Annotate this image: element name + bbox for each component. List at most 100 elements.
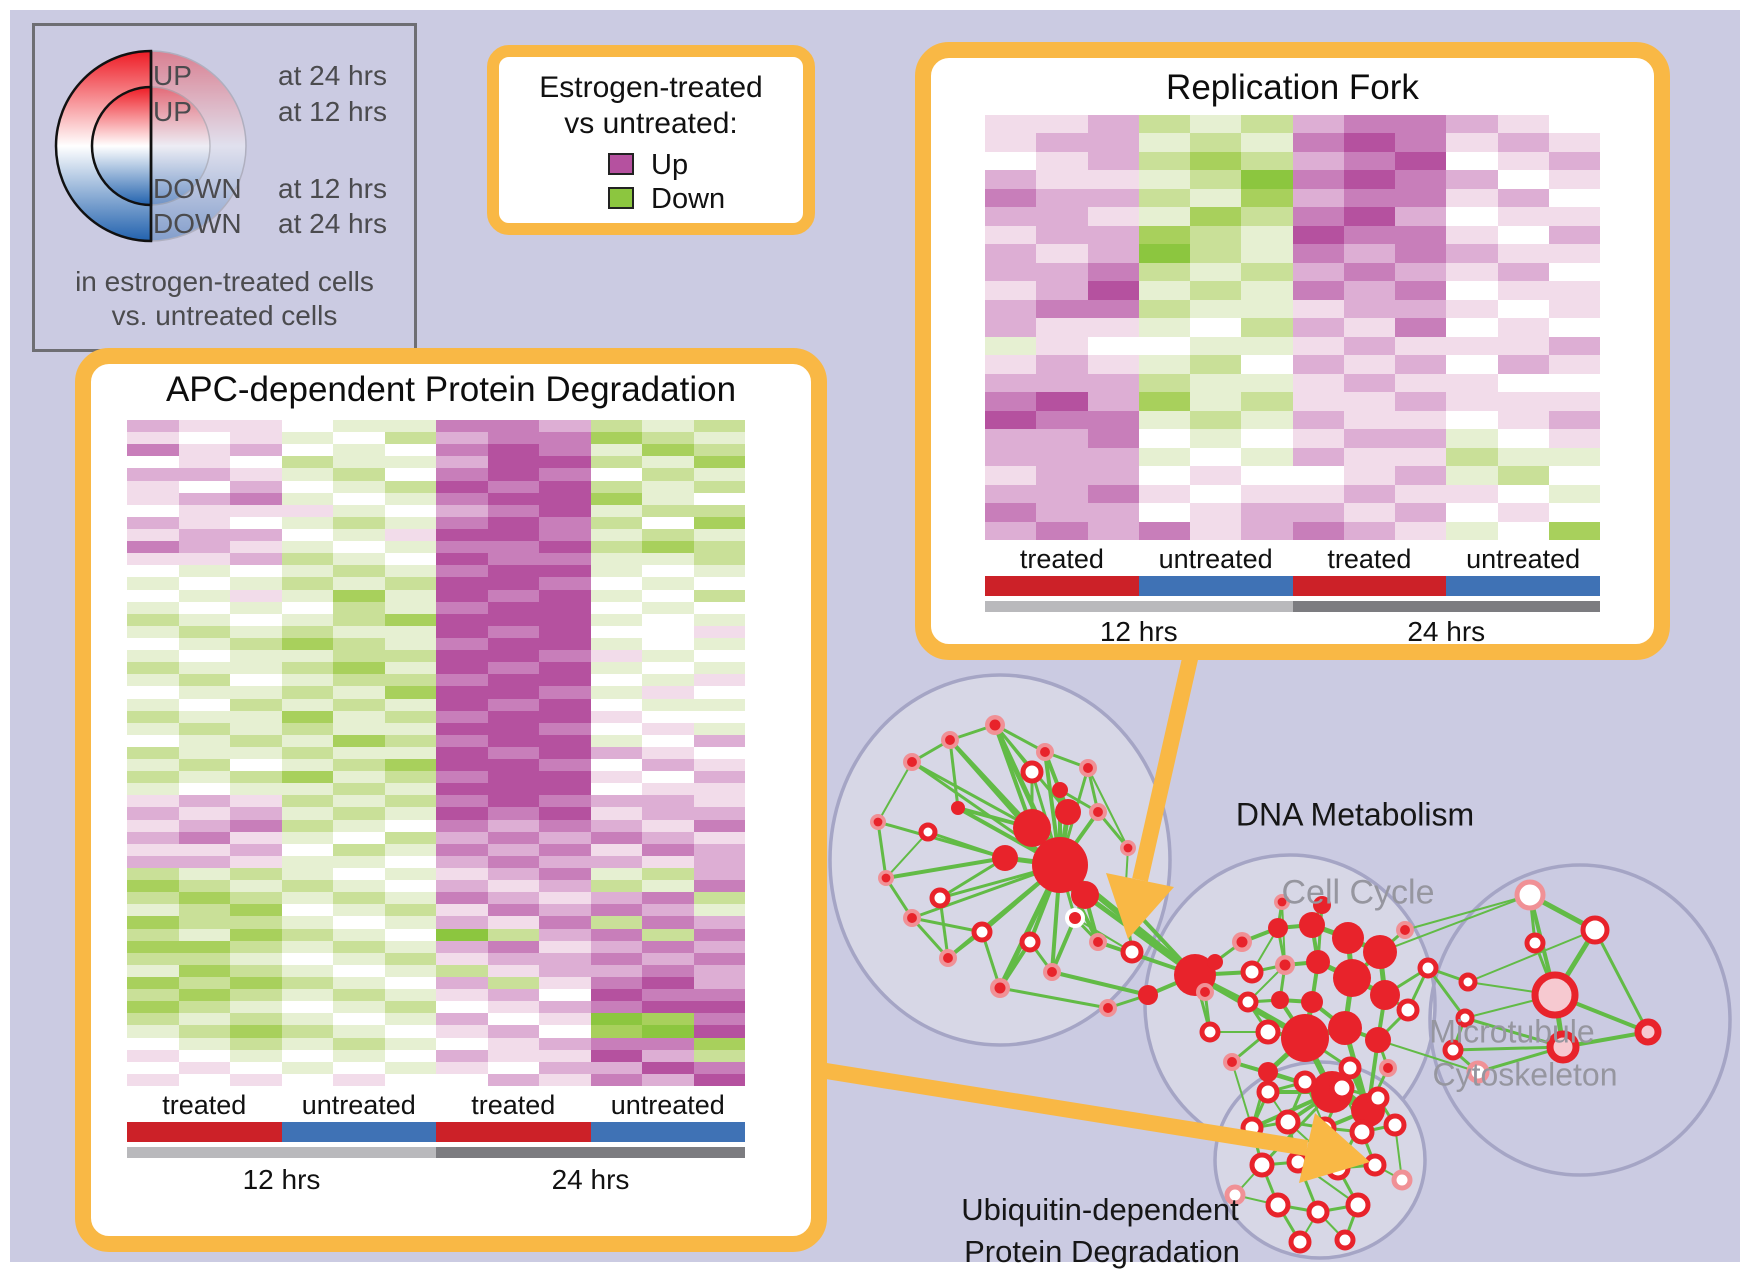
apc-title: APC-dependent Protein Degradation [165, 370, 737, 409]
heatmap-cell [1036, 521, 1088, 540]
heatmap-cell [487, 650, 539, 663]
heatmap-cell [487, 710, 539, 723]
heatmap-cell [1241, 410, 1293, 430]
heatmap-cell [1138, 281, 1190, 300]
heatmap-cell [230, 1001, 282, 1014]
network-node [1349, 1119, 1375, 1145]
network-node [1370, 980, 1400, 1010]
heatmap-cell [178, 468, 230, 481]
heatmap-cell [590, 650, 642, 663]
heatmap-cell [230, 710, 282, 723]
heatmap-cell [384, 432, 436, 445]
heatmap-cell [230, 504, 282, 517]
heatmap-cell [590, 831, 642, 844]
heatmap-cell [384, 589, 436, 602]
heatmap-cell [127, 662, 179, 675]
heatmap-cell [1395, 392, 1447, 411]
heatmap-cell [693, 468, 745, 481]
network-node [1055, 799, 1081, 825]
heatmap-cell [487, 916, 539, 929]
heatmap-cell [1446, 410, 1498, 430]
network-node-core [1047, 967, 1057, 977]
heatmap-cell [436, 1037, 488, 1050]
heatmap-cell [178, 553, 230, 566]
heatmap-cell [333, 710, 385, 723]
heatmap-cell [281, 698, 333, 711]
heatmap-cell [178, 516, 230, 529]
heatmap-cell [333, 1013, 385, 1026]
heatmap-cell [642, 977, 694, 990]
heatmap-cell [1497, 429, 1549, 448]
heatmap-cell [1036, 355, 1088, 374]
heatmap-cell [436, 1013, 488, 1026]
heatmap-cell [487, 734, 539, 747]
heatmap-cell [436, 565, 488, 578]
heatmap-cell [693, 952, 745, 965]
heatmap-cell [281, 650, 333, 663]
heatmap-cell [590, 916, 642, 929]
heatmap-cell [487, 662, 539, 675]
network-node [1332, 922, 1364, 954]
heatmap-cell [642, 843, 694, 856]
heatmap-cell [539, 504, 591, 517]
heatmap-cell [127, 807, 179, 820]
heatmap-cell [1036, 503, 1088, 522]
heatmap-cell [1138, 484, 1190, 504]
heatmap-cell [985, 170, 1037, 189]
heatmap-cell [985, 151, 1037, 171]
heatmap-cell [487, 492, 539, 505]
heatmap-cell [230, 601, 282, 614]
heatmap-cell [693, 686, 745, 699]
heatmap-cell [178, 432, 230, 445]
heatmap-cell [281, 964, 333, 978]
heatmap-cell [539, 746, 591, 760]
heatmap-cell [1446, 521, 1498, 540]
heatmap-cell [1292, 207, 1344, 226]
apc-bar-treated-24 [436, 1122, 591, 1142]
heatmap-cell [127, 528, 179, 542]
heatmap-cell [590, 759, 642, 772]
heatmap-cell [1548, 262, 1600, 282]
heatmap-cell [281, 843, 333, 856]
network-node-core [1093, 807, 1103, 817]
heatmap-cell [230, 843, 282, 856]
heatmap-cell [127, 601, 179, 614]
network-edge [885, 831, 929, 879]
heatmap-cell [642, 722, 694, 735]
heatmap-cell [487, 468, 539, 481]
heatmap-cell [281, 601, 333, 614]
heatmap-cell [127, 989, 179, 1002]
heatmap-cell [230, 432, 282, 445]
heatmap-cell [178, 1049, 230, 1062]
heatmap-cell [590, 1013, 642, 1026]
heatmap-cell [985, 392, 1037, 411]
heatmap-cell [693, 771, 745, 784]
heatmap-cell [487, 480, 539, 493]
heatmap-cell [1190, 262, 1242, 282]
heatmap-cell [230, 964, 282, 978]
heatmap-cell [642, 625, 694, 638]
heatmap-cell [333, 783, 385, 796]
heatmap-cell [539, 420, 591, 433]
heatmap-cell [127, 516, 179, 529]
rf-bar-treated-12 [985, 576, 1139, 596]
heatmap-cell [693, 492, 745, 505]
heatmap-cell [281, 819, 333, 832]
heatmap-cell [1497, 188, 1549, 208]
heatmap-cell [230, 759, 282, 772]
heatmap-cell [281, 977, 333, 990]
heatmap-cell [281, 759, 333, 772]
legend-up-24-dir: UP [153, 60, 192, 91]
heatmap-cell [1343, 447, 1395, 467]
heatmap-cell [230, 589, 282, 602]
heatmap-cell [985, 299, 1037, 319]
heatmap-cell [590, 795, 642, 808]
heatmap-cell [127, 565, 179, 578]
heatmap-cell [178, 868, 230, 881]
heatmap-cell [1036, 133, 1088, 152]
heatmap-cell [1497, 466, 1549, 485]
heatmap-cell [1087, 281, 1139, 300]
heatmap-cell [127, 977, 179, 990]
heatmap-cell [487, 432, 539, 445]
network-node [992, 845, 1018, 871]
